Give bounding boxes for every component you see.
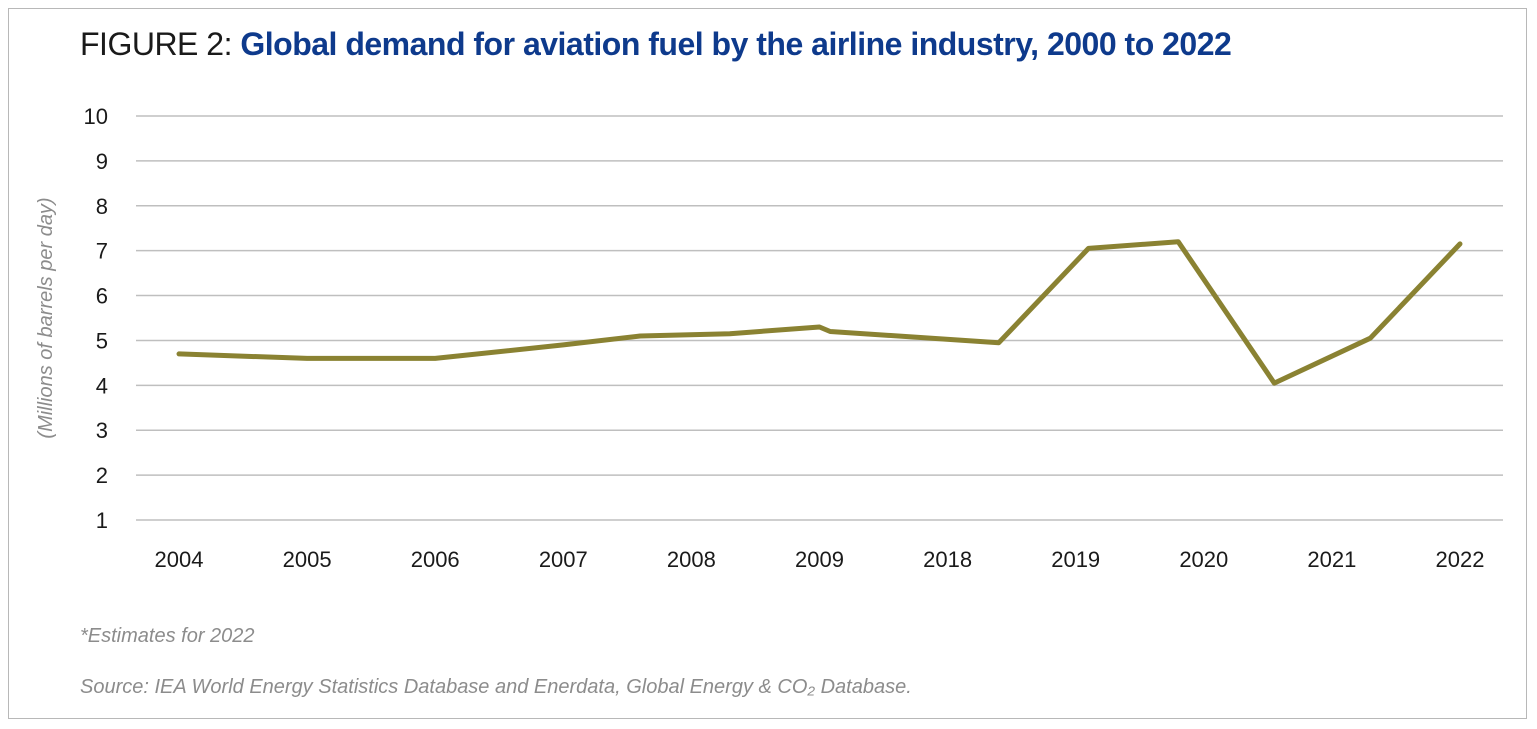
y-tick-label: 6 — [96, 284, 108, 309]
x-tick-label: 2019 — [1051, 547, 1100, 572]
series-group — [176, 239, 1463, 386]
y-tick-label: 4 — [96, 373, 108, 398]
x-tick-label: 2008 — [667, 547, 716, 572]
x-tick-label: 2004 — [155, 547, 204, 572]
x-tick-label: 2020 — [1179, 547, 1228, 572]
figure-title: Global demand for aviation fuel by the a… — [240, 26, 1232, 62]
y-tick-label: 5 — [96, 328, 108, 353]
y-axis-label: (Millions of barrels per day) — [35, 197, 57, 438]
series-line — [176, 239, 1463, 386]
estimate-note: *Estimates for 2022 — [80, 625, 255, 647]
y-tick-label: 9 — [96, 149, 108, 174]
y-tick-label: 2 — [96, 463, 108, 488]
x-tick-label: 2009 — [795, 547, 844, 572]
x-tick-label: 2022 — [1436, 547, 1485, 572]
x-tick-label: 2006 — [411, 547, 460, 572]
y-tick-label: 7 — [96, 239, 108, 264]
figure-frame — [8, 8, 1527, 719]
chart-title: FIGURE 2: Global demand for aviation fue… — [80, 26, 1232, 63]
y-tick-label: 10 — [84, 104, 108, 129]
source-note: Source: IEA World Energy Statistics Data… — [80, 676, 912, 698]
gridlines — [136, 115, 1503, 521]
figure-number: FIGURE 2: — [80, 26, 232, 62]
x-tick-label: 2007 — [539, 547, 588, 572]
x-tick-label: 2021 — [1307, 547, 1356, 572]
y-axis-ticks: 1 2 3 4 5 6 7 8 9 10 — [84, 104, 108, 533]
x-tick-label: 2018 — [923, 547, 972, 572]
y-tick-label: 1 — [96, 508, 108, 533]
y-tick-label: 8 — [96, 194, 108, 219]
y-tick-label: 3 — [96, 418, 108, 443]
x-axis-ticks: 2004 2005 2006 2007 2008 2009 2018 2019 2020 2021… — [155, 547, 1485, 572]
x-tick-label: 2005 — [283, 547, 332, 572]
